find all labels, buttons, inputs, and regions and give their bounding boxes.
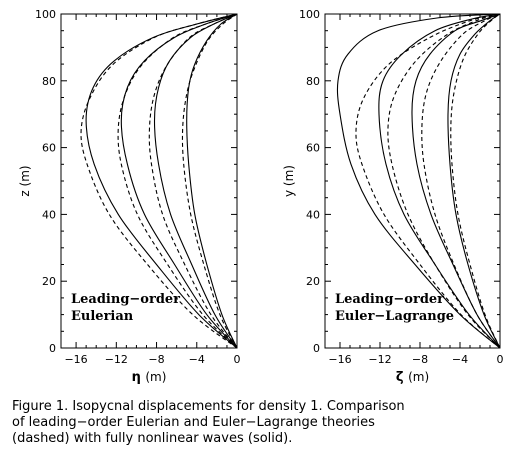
- solid-series-line: [378, 13, 501, 349]
- dashed-series-line: [387, 13, 501, 349]
- solid-series-line: [153, 13, 238, 349]
- y-tick-label: 40: [306, 208, 320, 221]
- x-tick-label: 0: [234, 353, 241, 366]
- y-axis-label: z (m): [18, 165, 32, 196]
- solid-series-line: [85, 13, 238, 349]
- dashed-series-line: [450, 13, 501, 349]
- x-tick-label: −12: [368, 353, 391, 366]
- panel-annotation-line: Leading−order: [335, 292, 444, 307]
- dashed-series-line: [80, 13, 238, 349]
- solid-series-line: [336, 13, 501, 349]
- caption-line-3: (dashed) with fully nonlinear waves (sol…: [12, 431, 293, 446]
- dashed-series-line: [355, 13, 501, 349]
- y-axis-label: y (m): [282, 165, 296, 197]
- y-tick-label: 20: [42, 275, 56, 288]
- caption-line-1: Figure 1. Isopycnal displacements for de…: [12, 399, 405, 414]
- x-tick-label: −4: [189, 353, 205, 366]
- panel-annotation-line: Leading−order: [71, 292, 180, 307]
- solid-series-line: [186, 13, 238, 349]
- x-axis-symbol: ζ: [396, 370, 408, 385]
- x-tick-label: −8: [148, 353, 164, 366]
- x-tick-label: 0: [497, 353, 504, 366]
- y-tick-label: 100: [299, 8, 320, 21]
- left-panel: −16 −12 −8 −4 0 0 20 40 60 80 100 η (m) z (m) Leading…: [18, 8, 241, 385]
- dashed-series-line: [117, 13, 238, 349]
- y-tick-label: 0: [49, 342, 56, 355]
- x-axis-label: η (m): [132, 370, 167, 385]
- figure-canvas: −16 −12 −8 −4 0 0 20 40 60 80 100 η (m) z (m) Leading…: [18, 8, 504, 385]
- x-tick-label: −12: [105, 353, 128, 366]
- y-tick-label: 20: [306, 275, 320, 288]
- solid-series-line: [447, 13, 501, 349]
- figure-caption: Figure 1. Isopycnal displacements for de…: [12, 399, 517, 447]
- y-tick-label: 60: [42, 142, 56, 155]
- panel-annotation-line: Euler−Lagrange: [335, 309, 454, 324]
- right-panel: −16 −12 −8 −4 0 0 20 40 60 80 100 ζ (m) y (m) Leading…: [282, 8, 504, 385]
- y-tick-label: 100: [35, 8, 56, 21]
- dashed-series-line: [148, 13, 238, 349]
- x-axis-unit: (m): [408, 370, 429, 384]
- y-tick-label: 60: [306, 142, 320, 155]
- x-axis-symbol: η: [132, 370, 146, 385]
- x-tick-label: −8: [412, 353, 428, 366]
- y-tick-label: 80: [42, 75, 56, 88]
- x-tick-label: −16: [328, 353, 351, 366]
- y-tick-label: 0: [313, 342, 320, 355]
- x-axis-label: ζ (m): [396, 370, 429, 385]
- y-tick-label: 80: [306, 75, 320, 88]
- y-tick-label: 40: [42, 208, 56, 221]
- caption-line-2: of leading−order Eulerian and Euler−Lagr…: [12, 415, 375, 430]
- x-tick-label: −16: [64, 353, 87, 366]
- panel-annotation-line: Eulerian: [71, 309, 134, 324]
- x-axis-unit: (m): [145, 370, 166, 384]
- x-tick-label: −4: [452, 353, 468, 366]
- dashed-series-line: [421, 13, 501, 349]
